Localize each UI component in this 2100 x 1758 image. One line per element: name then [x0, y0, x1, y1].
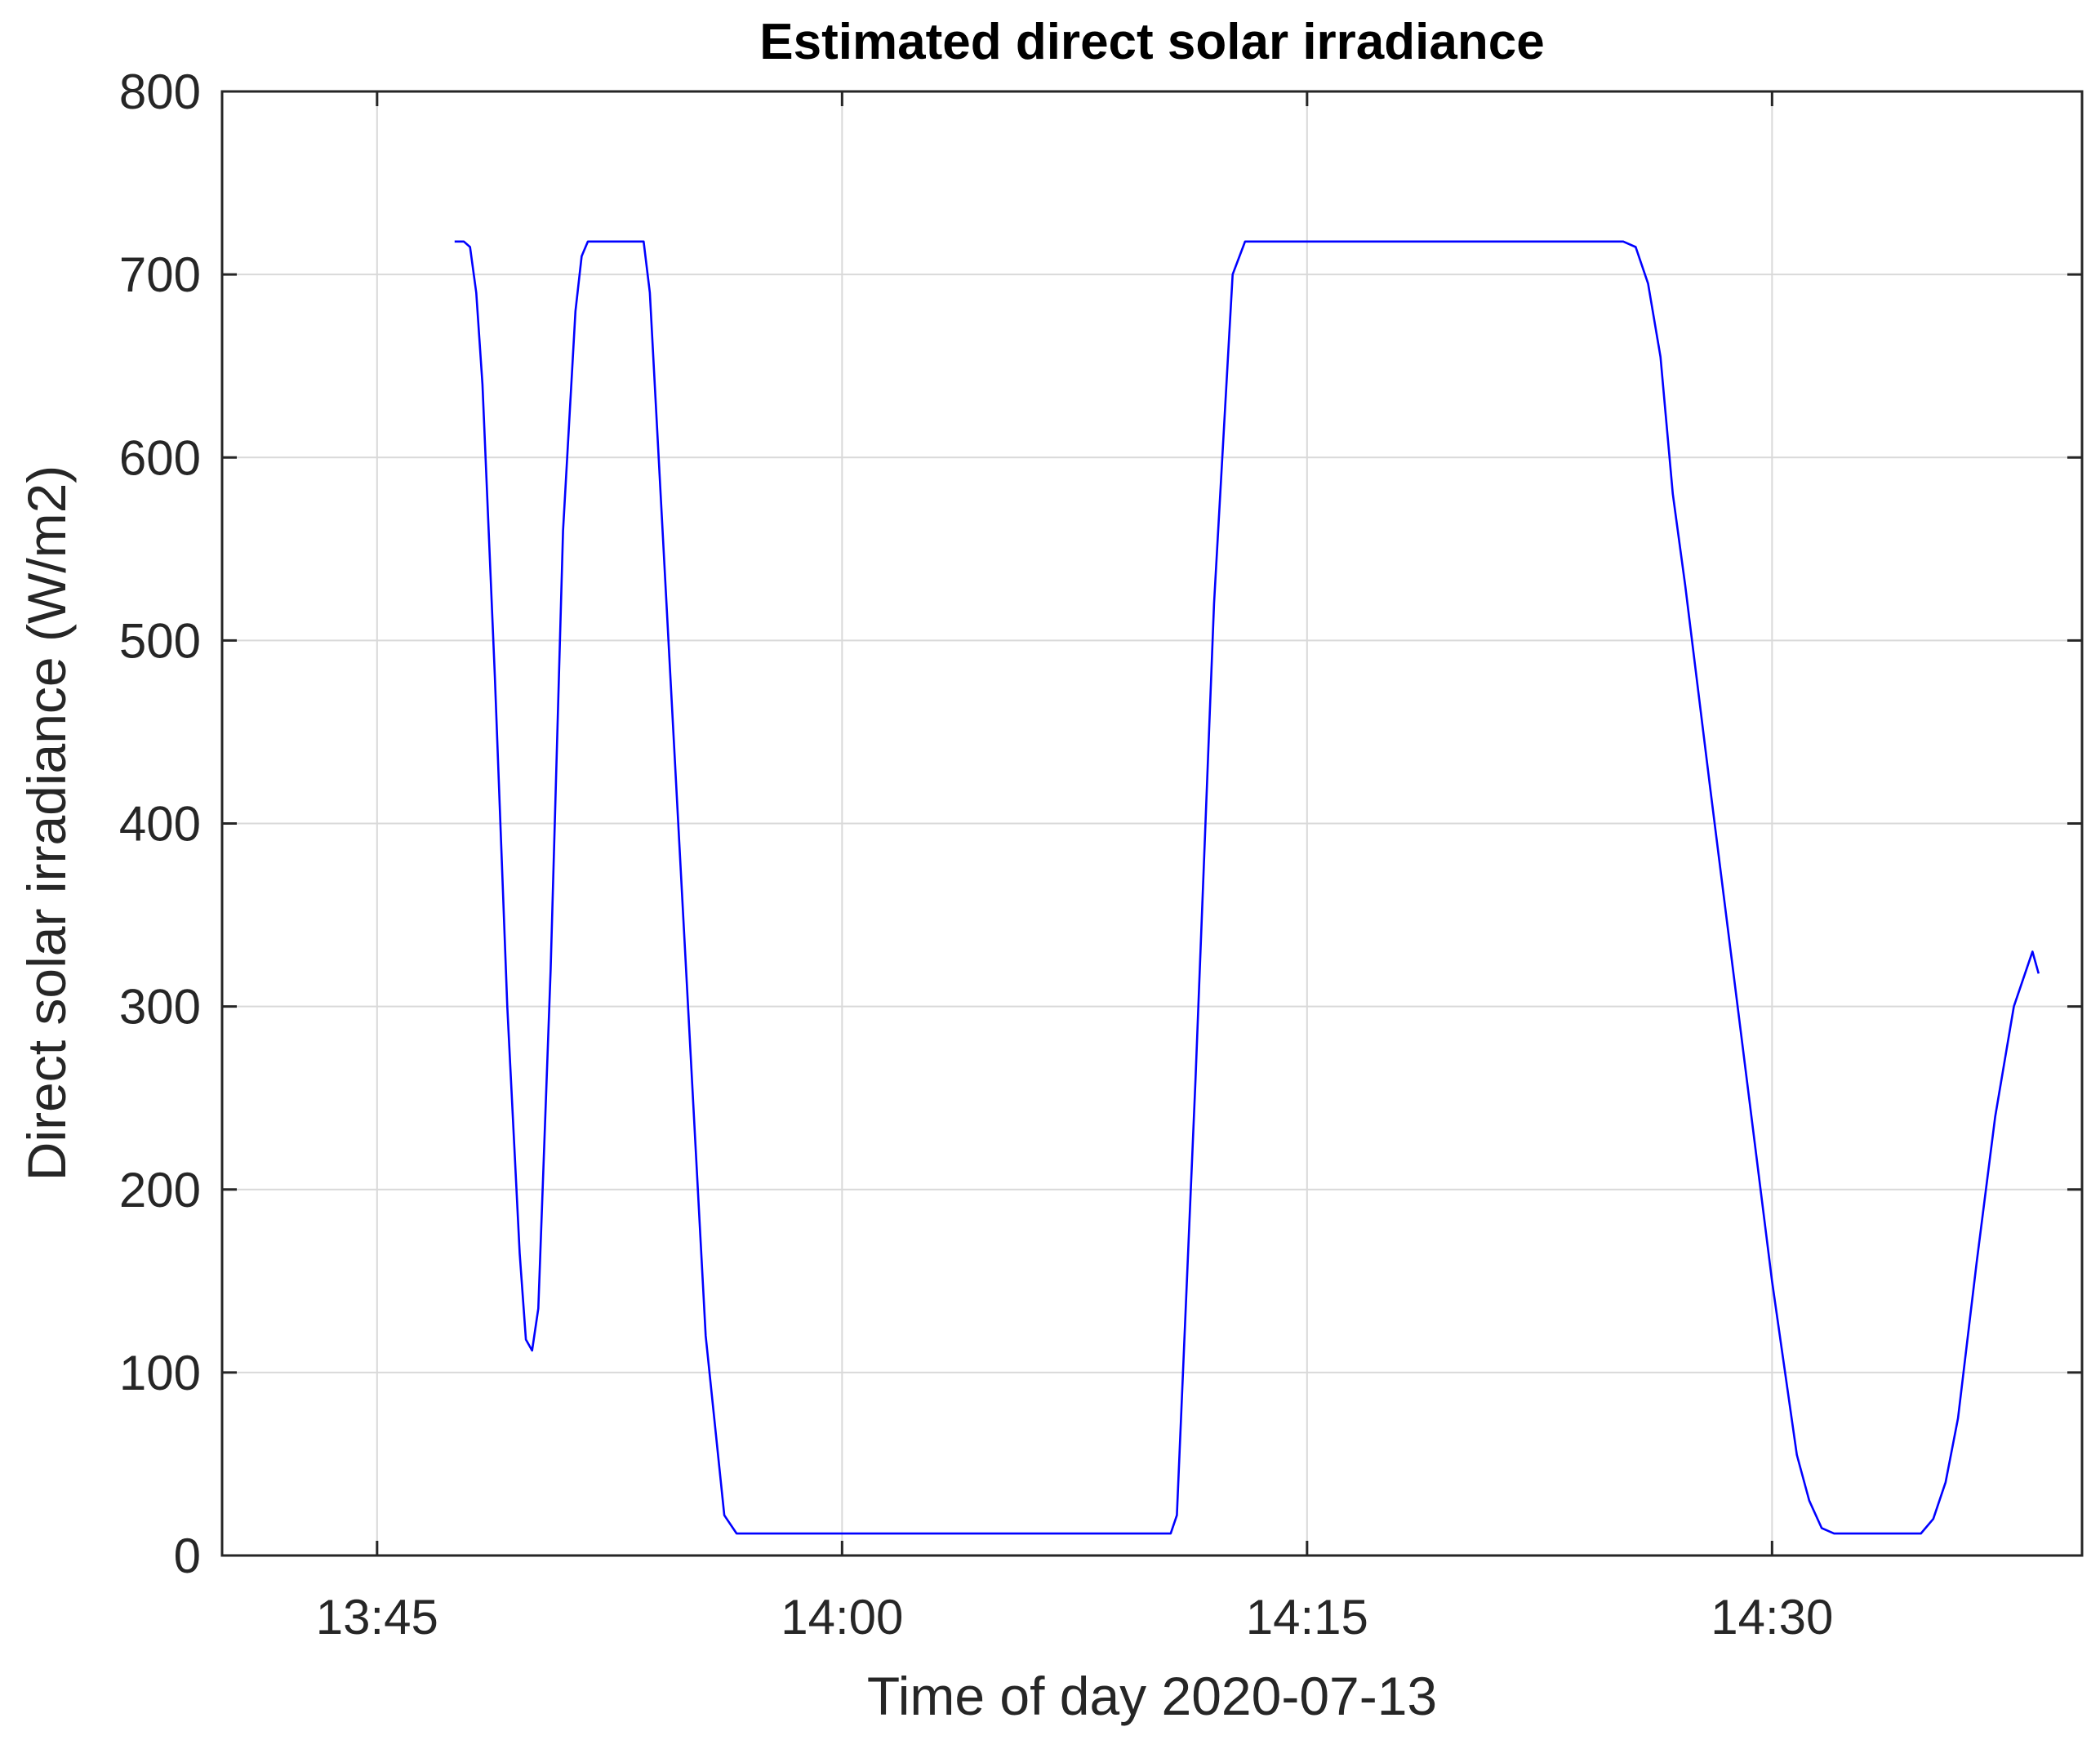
y-tick-label: 400 [119, 797, 201, 852]
y-tick-label: 200 [119, 1163, 201, 1217]
y-tick-label: 300 [119, 980, 201, 1035]
y-tick-label: 800 [119, 65, 201, 119]
ticks: 0 100 200 300 400 500 600 700 800 13:45 14:00 14:15… [119, 65, 2082, 1645]
y-tick-label: 0 [174, 1529, 201, 1583]
series-layer [454, 240, 2040, 1535]
y-tick-label: 700 [119, 247, 201, 302]
x-axis-label: Time of day 2020-07-13 [867, 1666, 1437, 1726]
irradiance-line [454, 240, 2040, 1535]
x-tick-label: 14:15 [1246, 1590, 1368, 1645]
x-tick-label: 14:30 [1711, 1590, 1833, 1645]
x-tick-label: 14:00 [781, 1590, 903, 1645]
y-axis-label: Direct solar irradiance (W/m2) [16, 465, 77, 1182]
x-tick-label: 13:45 [316, 1590, 438, 1645]
y-tick-label: 600 [119, 430, 201, 485]
grid [222, 91, 2082, 1555]
y-tick-label: 500 [119, 613, 201, 668]
chart-title: Estimated direct solar irradiance [759, 14, 1544, 70]
y-tick-label: 100 [119, 1346, 201, 1400]
